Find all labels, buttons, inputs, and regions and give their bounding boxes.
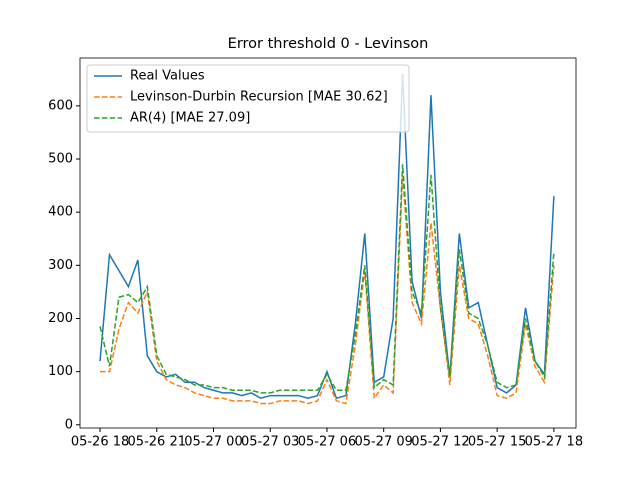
x-tick-label: 05-27 15 [468, 435, 526, 450]
data-line [99, 164, 555, 394]
plot-frame [79, 57, 577, 429]
data-line [99, 73, 555, 400]
data-line [100, 174, 555, 405]
y-tick-label: 500 [48, 152, 73, 167]
x-tick-label: 05-27 06 [298, 435, 356, 450]
legend-label: Levinson-Durbin Recursion [MAE 30.62] [130, 90, 388, 105]
y-tick-label: 200 [48, 311, 73, 326]
x-tick-label: 05-27 18 [525, 435, 583, 450]
y-tick-label: 300 [48, 258, 73, 273]
x-tick-label: 05-27 09 [354, 435, 412, 450]
x-tick-label: 05-27 03 [241, 435, 299, 450]
legend-label: Real Values [130, 69, 205, 84]
y-tick-label: 400 [48, 205, 73, 220]
chart-title: Error threshold 0 - Levinson [228, 36, 429, 52]
x-tick-label: 05-27 00 [184, 435, 242, 450]
y-tick-label: 0 [65, 417, 73, 432]
legend-box [86, 64, 410, 133]
y-tick-label: 100 [48, 364, 73, 379]
x-tick-label: 05-26 18 [71, 435, 129, 450]
legend-label: AR(4) [MAE 27.09] [130, 111, 250, 126]
y-tick-label: 600 [48, 98, 73, 113]
x-tick-label: 05-26 21 [128, 435, 186, 450]
x-tick-label: 05-27 12 [411, 435, 469, 450]
